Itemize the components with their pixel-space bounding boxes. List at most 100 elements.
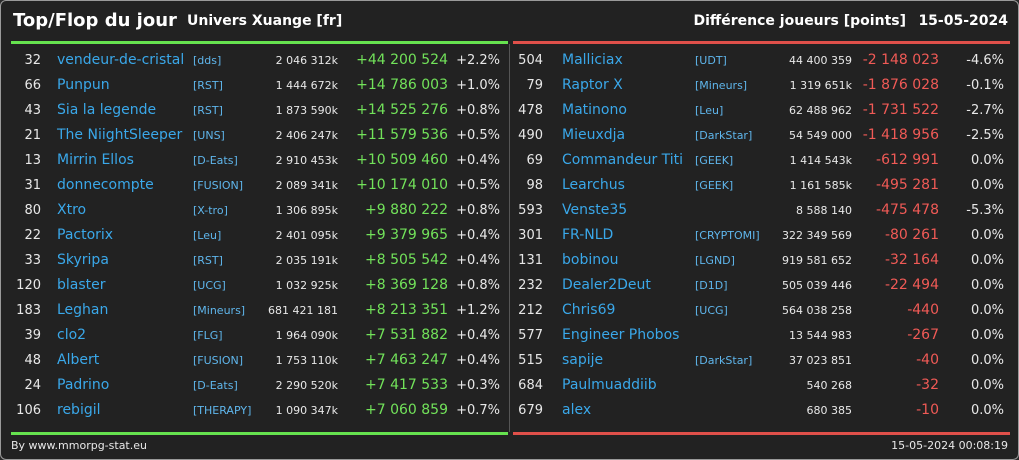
alliance-tag[interactable]: [Leu]: [193, 229, 222, 242]
alliance-tag[interactable]: [GEEK]: [695, 179, 734, 192]
player-name-link[interactable]: Malliciax: [562, 52, 623, 68]
player-name-link[interactable]: Xtro: [57, 202, 87, 218]
player-points: 2 035 191k: [275, 254, 338, 267]
flop-row: 490 Mieuxdja [DarkStar] 54 549 000 -1 418 95…: [513, 123, 1010, 148]
alliance-tag[interactable]: [D-Eats]: [193, 379, 238, 392]
player-name-link[interactable]: Sia la legende: [57, 102, 157, 118]
player-name-link[interactable]: Learchus: [562, 177, 625, 193]
alliance-tag[interactable]: [RST]: [193, 79, 223, 92]
player-rank: 212: [518, 303, 543, 318]
player-name-link[interactable]: alex: [562, 402, 592, 418]
percent-change: +0.4%: [456, 253, 500, 268]
player-name-link[interactable]: FR-NLD: [562, 227, 614, 243]
percent-change: +0.4%: [456, 328, 500, 343]
player-name-link[interactable]: Chris69: [562, 302, 616, 318]
player-name-link[interactable]: Commandeur Titi: [562, 152, 684, 168]
top-row: 183 Leghan [Mineurs] 681 421 181 +8 213 351 +…: [11, 298, 508, 323]
player-name-link[interactable]: vendeur-de-cristal: [57, 52, 185, 68]
player-name-link[interactable]: Skyripa: [57, 252, 109, 268]
player-name-link[interactable]: The NiightSleeper: [57, 127, 183, 143]
alliance-tag[interactable]: [RST]: [193, 254, 223, 267]
player-points: 919 581 652: [782, 254, 852, 267]
alliance-tag[interactable]: [GEEK]: [695, 154, 734, 167]
footer-timestamp: 15-05-2024 00:08:19: [891, 439, 1008, 452]
player-name-link[interactable]: Engineer Phobos: [562, 327, 680, 343]
player-points: 1 319 651k: [789, 79, 852, 92]
alliance-tag[interactable]: [X-tro]: [193, 204, 228, 217]
alliance-tag[interactable]: [DarkStar]: [695, 129, 753, 142]
player-points: 2 290 520k: [275, 379, 338, 392]
points-difference: -475 478: [876, 202, 939, 218]
points-difference: +10 174 010: [356, 177, 448, 193]
top-row: 43 Sia la legende [RST] 1 873 590k +14 525 2…: [11, 98, 508, 123]
player-points: 54 549 000: [789, 129, 852, 142]
percent-change: -2.5%: [966, 128, 1004, 143]
player-name-link[interactable]: bobinou: [562, 252, 619, 268]
player-name-link[interactable]: Dealer2Deut: [562, 277, 651, 293]
player-points: 681 421 181: [268, 304, 338, 317]
player-name-link[interactable]: Raptor X: [562, 77, 623, 93]
alliance-tag[interactable]: [LGND]: [695, 254, 735, 267]
alliance-tag[interactable]: [Leu]: [695, 104, 724, 117]
player-name-link[interactable]: rebigil: [57, 402, 101, 418]
alliance-tag[interactable]: [Mineurs]: [193, 304, 246, 317]
player-name-link[interactable]: blaster: [57, 277, 106, 293]
player-name-link[interactable]: Paulmuaddiib: [562, 377, 657, 393]
percent-change: +2.2%: [456, 53, 500, 68]
player-name-link[interactable]: Venste35: [562, 202, 628, 218]
player-points: 680 385: [806, 404, 853, 417]
player-name-link[interactable]: Leghan: [57, 302, 109, 318]
flop-row: 212 Chris69 [UCG] 564 038 258 -440 0.0%: [513, 298, 1010, 323]
alliance-tag[interactable]: [FUSION]: [193, 179, 244, 192]
alliance-tag[interactable]: [dds]: [193, 54, 222, 67]
player-points: 8 588 140: [796, 204, 852, 217]
flop-row: 515 sapije [DarkStar] 37 023 851 -40 0.0%: [513, 348, 1010, 373]
percent-change: 0.0%: [970, 403, 1004, 418]
alliance-tag[interactable]: [UNS]: [193, 129, 225, 142]
player-rank: 504: [518, 53, 543, 68]
alliance-tag[interactable]: [D-Eats]: [193, 154, 238, 167]
alliance-tag[interactable]: [UCG]: [193, 279, 226, 292]
player-points: 2 089 341k: [275, 179, 338, 192]
player-name-link[interactable]: sapije: [562, 352, 604, 368]
player-name-link[interactable]: Padrino: [57, 377, 110, 393]
header: Top/Flop du jour Univers Xuange [fr] Dif…: [1, 1, 1018, 41]
alliance-tag[interactable]: [RST]: [193, 104, 223, 117]
alliance-tag[interactable]: [UDT]: [695, 54, 727, 67]
top-row: 13 Mirrin Ellos [D-Eats] 2 910 453k +10 509 …: [11, 148, 508, 173]
alliance-tag[interactable]: [DarkStar]: [695, 354, 753, 367]
points-difference: -22 494: [884, 277, 939, 293]
points-difference: -10: [916, 402, 939, 418]
player-name-link[interactable]: clo2: [57, 327, 87, 343]
percent-change: -5.3%: [966, 203, 1004, 218]
points-difference: +8 505 542: [365, 252, 448, 268]
alliance-tag[interactable]: [FUSION]: [193, 354, 244, 367]
flop-row: 504 Malliciax [UDT] 44 400 359 -2 148 023 -4.…: [513, 48, 1010, 73]
player-name-link[interactable]: Mieuxdja: [562, 127, 626, 143]
player-rank: 66: [24, 78, 41, 93]
alliance-tag[interactable]: [CRYPTOMI]: [695, 229, 760, 242]
points-difference: +8 213 351: [365, 302, 448, 318]
flop-list: 504 Malliciax [UDT] 44 400 359 -2 148 023 -4.…: [513, 48, 1010, 423]
player-name-link[interactable]: Albert: [57, 352, 100, 368]
player-points: 1 414 543k: [789, 154, 852, 167]
player-name-link[interactable]: Matinono: [562, 102, 627, 118]
player-points: 2 046 312k: [275, 54, 338, 67]
alliance-tag[interactable]: [UCG]: [695, 304, 728, 317]
player-points: 564 038 258: [782, 304, 852, 317]
alliance-tag[interactable]: [FLG]: [193, 329, 223, 342]
alliance-tag[interactable]: [D1D]: [695, 279, 728, 292]
alliance-tag[interactable]: [THERAPY]: [193, 404, 252, 417]
top-bar-top: [11, 41, 508, 44]
player-rank: 79: [526, 78, 543, 93]
player-name-link[interactable]: Mirrin Ellos: [57, 152, 134, 168]
player-name-link[interactable]: donnecompte: [57, 177, 154, 193]
player-name-link[interactable]: Punpun: [57, 77, 110, 93]
percent-change: 0.0%: [970, 228, 1004, 243]
top-row: 31 donnecompte [FUSION] 2 089 341k +10 174 0…: [11, 173, 508, 198]
player-name-link[interactable]: Pactorix: [57, 227, 114, 243]
alliance-tag[interactable]: [Mineurs]: [695, 79, 748, 92]
flop-row: 478 Matinono [Leu] 62 488 962 -1 731 522 -2.7…: [513, 98, 1010, 123]
flop-row: 577 Engineer Phobos 13 544 983 -267 0.0%: [513, 323, 1010, 348]
